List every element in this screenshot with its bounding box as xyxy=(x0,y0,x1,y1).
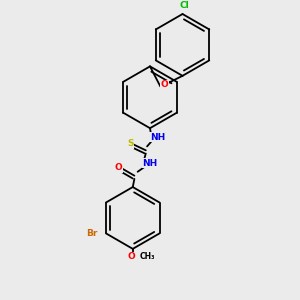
Text: CH₃: CH₃ xyxy=(139,253,155,262)
Text: Br: Br xyxy=(86,229,98,238)
Text: O: O xyxy=(127,253,135,262)
Text: S: S xyxy=(127,139,134,148)
Text: NH: NH xyxy=(142,159,158,168)
Text: Cl: Cl xyxy=(179,2,189,10)
Text: NH: NH xyxy=(150,133,165,142)
Text: O: O xyxy=(161,80,169,89)
Text: O: O xyxy=(115,164,123,172)
